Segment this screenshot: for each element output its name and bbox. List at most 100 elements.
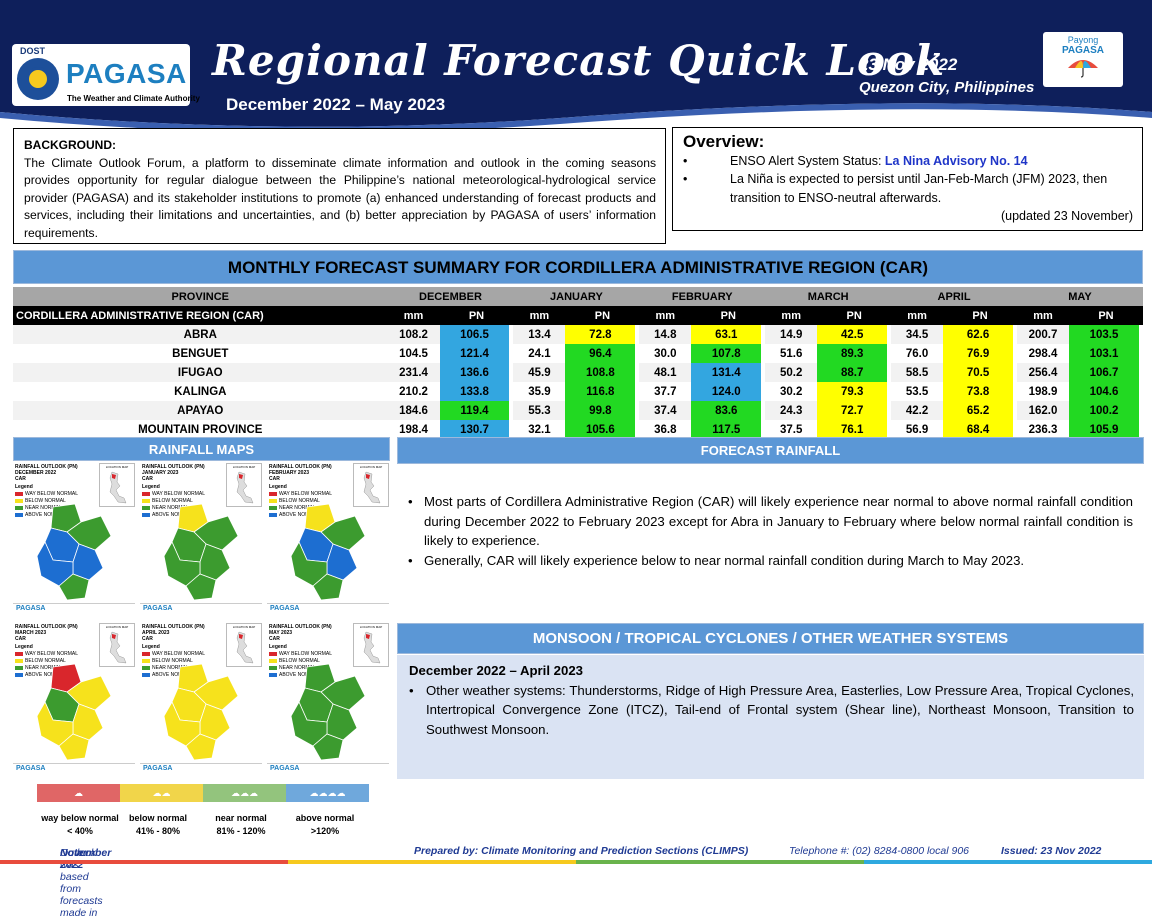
table-row: IFUGAO 231.4 136.6 45.9 108.8 48.1 131.4 50.2 88…	[13, 363, 1143, 382]
mm-cell: 236.3	[1016, 420, 1069, 439]
mm-cell: 35.9	[513, 382, 566, 401]
bullet-icon: •	[683, 153, 688, 168]
table-subheader-row: CORDILLERA ADMINISTRATIVE REGION (CAR) m…	[13, 306, 1143, 325]
map-title-month: APRIL 2023	[142, 630, 170, 636]
mm-cell: 298.4	[1016, 344, 1069, 363]
lanina-text: La Niña is expected to persist until Jan…	[730, 172, 1108, 205]
pn-cell: 89.3	[817, 344, 892, 363]
legend-label: BELOW NORMAL	[152, 658, 193, 664]
province-region-shape	[326, 703, 358, 741]
payong-label: Payong	[1067, 35, 1099, 45]
province-region-shape	[326, 543, 358, 581]
pn-cell: 73.8	[943, 382, 1017, 401]
month-header: FEBRUARY	[639, 287, 766, 306]
legend-swatch	[15, 659, 23, 663]
bullet-icon: •	[408, 494, 413, 509]
province-cell: IFUGAO	[13, 363, 388, 382]
pn-cell: 105.6	[565, 420, 640, 439]
legend-label: BELOW NORMAL	[152, 498, 193, 504]
scale-segment: ☁☁	[120, 784, 203, 802]
legend-label: WAY BELOW NORMAL	[279, 651, 332, 657]
province-region-shape	[58, 733, 90, 761]
bullet-icon: •	[409, 682, 414, 698]
legend-heading: Legend	[142, 644, 160, 650]
legend-swatch	[269, 506, 277, 510]
footer-issued: Issued: 23 Nov 2022	[1001, 845, 1102, 857]
pn-cell: 131.4	[691, 363, 766, 382]
rainfall-maps-banner: RAINFALL MAPS	[13, 437, 390, 461]
map-pagasa-logo: PAGASA	[143, 765, 173, 772]
legend-label: ABOVE NORMAL	[25, 512, 66, 518]
province-cell: MOUNTAIN PROVINCE	[13, 420, 388, 439]
forecast-bullet-2: Generally, CAR will likely experience be…	[424, 552, 1025, 568]
province-region-shape	[312, 733, 344, 761]
month-header: MAY	[1016, 287, 1143, 306]
legend-row: BELOW NORMAL	[269, 658, 332, 664]
legend-swatch	[269, 673, 277, 677]
legend-label: NEAR NORMAL	[279, 505, 316, 511]
pn-cell: 62.6	[943, 325, 1017, 344]
month-header: DECEMBER	[387, 287, 514, 306]
scale-label: near normal 81% - 120%	[196, 812, 286, 838]
map-title-month: DECEMBER 2022	[15, 470, 57, 476]
forecast-rainfall-banner: FORECAST RAINFALL	[397, 437, 1144, 464]
map-title-line: RAINFALL OUTLOOK (PN)	[142, 464, 205, 470]
page-title: Regional Forecast Quick Look	[212, 36, 946, 85]
scale-segment: ☁☁☁	[203, 784, 286, 802]
mm-header: mm	[1016, 306, 1069, 325]
legend-row: NEAR NORMAL	[15, 665, 78, 671]
legend-label: NEAR NORMAL	[152, 505, 189, 511]
footer-note-label: Note:	[60, 847, 87, 859]
province-region-shape	[185, 573, 217, 601]
legend-swatch	[269, 659, 277, 663]
legend-row: NEAR NORMAL	[142, 665, 205, 671]
map-title-month: MAY 2023	[269, 630, 293, 636]
map-pagasa-logo: PAGASA	[16, 605, 46, 612]
pn-cell: 119.4	[439, 401, 514, 420]
mm-cell: 24.3	[765, 401, 818, 420]
mm-cell: 53.5	[891, 382, 944, 401]
legend-row: WAY BELOW NORMAL	[142, 491, 205, 497]
pn-cell: 107.8	[691, 344, 766, 363]
mm-header: mm	[513, 306, 566, 325]
province-cell: APAYAO	[13, 401, 388, 420]
location-map-inset: LOCATION MAP	[353, 463, 389, 507]
pn-header: PN	[943, 306, 1017, 325]
legend-heading: Legend	[269, 644, 287, 650]
pn-cell: 133.8	[439, 382, 514, 401]
monthly-forecast-table: PROVINCE DECEMBER JANUARY FEBRUARY MARCH…	[13, 287, 1143, 439]
list-item: • Generally, CAR will likely experience b…	[408, 551, 1133, 571]
legend-swatch	[142, 652, 150, 656]
rainfall-map: RAINFALL OUTLOOK (PN) DECEMBER 2022 CAR LOC…	[13, 462, 135, 616]
legend-swatch	[15, 673, 23, 677]
legend-label: ABOVE NORMAL	[25, 672, 66, 678]
footer-telephone: Telephone #: (02) 8284-0800 local 906	[789, 845, 970, 857]
location-map-inset: LOCATION MAP	[353, 623, 389, 667]
legend-label: NEAR NORMAL	[152, 665, 189, 671]
legend-label: ABOVE NORMAL	[279, 512, 320, 518]
background-heading: BACKGROUND:	[24, 138, 116, 152]
rainfall-scale-bar: ☁ ☁☁ ☁☁☁ ☁☁☁☁	[37, 784, 369, 802]
mm-cell: 200.7	[1016, 325, 1069, 344]
monthly-forecast-banner: MONTHLY FORECAST SUMMARY FOR CORDILLERA …	[13, 250, 1143, 284]
map-legend: Legend WAY BELOW NORMAL BELOW NORMAL NEAR N…	[269, 484, 332, 518]
legend-label: BELOW NORMAL	[279, 658, 320, 664]
map-title: RAINFALL OUTLOOK (PN) APRIL 2023 CAR	[142, 624, 205, 642]
mm-cell: 104.5	[387, 344, 440, 363]
footer-strip-blue	[864, 860, 1152, 864]
map-title-region: CAR	[142, 476, 153, 482]
mm-cell: 198.4	[387, 420, 440, 439]
footer-strip-yellow	[288, 860, 576, 864]
pn-cell: 72.7	[817, 401, 892, 420]
map-title-region: CAR	[269, 636, 280, 642]
legend-row: WAY BELOW NORMAL	[269, 491, 332, 497]
pn-cell: 136.6	[439, 363, 514, 382]
month-header: JANUARY	[513, 287, 640, 306]
philippines-outline-icon	[363, 631, 381, 664]
location-map-inset: LOCATION MAP	[99, 623, 135, 667]
rain-cloud-icon: ☁	[74, 788, 83, 798]
map-title: RAINFALL OUTLOOK (PN) MAY 2023 CAR	[269, 624, 332, 642]
pn-cell: 76.9	[943, 344, 1017, 363]
pn-cell: 42.5	[817, 325, 892, 344]
scale-range: >120%	[310, 826, 340, 836]
